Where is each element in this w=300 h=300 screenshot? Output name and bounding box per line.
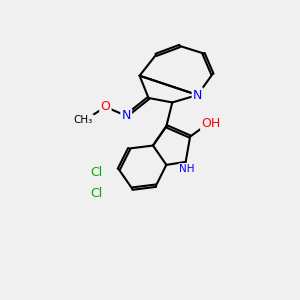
Text: N: N	[122, 109, 131, 122]
Text: Cl: Cl	[90, 166, 103, 179]
Text: CH₃: CH₃	[74, 115, 93, 125]
Text: OH: OH	[201, 117, 220, 130]
Text: NH: NH	[179, 164, 195, 174]
Text: Cl: Cl	[90, 187, 103, 200]
Text: N: N	[193, 88, 202, 101]
Text: O: O	[100, 100, 110, 113]
